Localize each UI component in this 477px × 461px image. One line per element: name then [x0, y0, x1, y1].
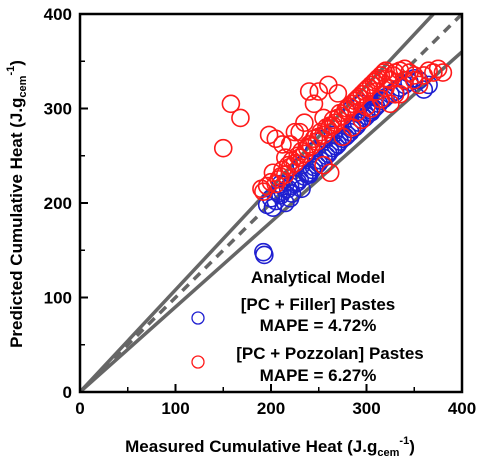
x-axis-label: Measured Cumulative Heat (J.gcem-1)	[125, 435, 415, 459]
data-point	[347, 102, 367, 122]
data-point	[311, 122, 330, 142]
data-point	[292, 155, 311, 175]
data-point	[301, 137, 321, 156]
legend-series-1-stat: MAPE = 4.72%	[260, 316, 377, 335]
data-point	[361, 102, 381, 122]
data-point	[290, 148, 309, 167]
data-point	[276, 148, 295, 167]
data-point	[328, 84, 348, 103]
legend-series-2-name: [PC + Pozzolan] Pastes	[236, 344, 424, 363]
x-tick-label: 400	[448, 399, 476, 418]
data-point	[309, 82, 329, 101]
data-point	[433, 63, 453, 82]
data-point	[361, 75, 381, 95]
series-1	[213, 59, 453, 201]
data-point	[269, 170, 288, 189]
y-tick-label: 400	[44, 5, 72, 24]
data-point	[368, 68, 388, 88]
data-point	[336, 101, 355, 120]
data-point	[352, 85, 372, 104]
data-point	[323, 138, 343, 158]
data-point	[409, 70, 429, 90]
data-point	[347, 89, 367, 109]
data-point	[280, 188, 300, 208]
data-point	[395, 75, 415, 95]
data-point	[366, 82, 386, 101]
data-point	[273, 135, 292, 154]
data-point	[231, 108, 250, 128]
data-point	[255, 245, 274, 265]
data-point	[385, 85, 405, 104]
y-tick-label: 100	[44, 289, 72, 308]
x-tick-label: 100	[161, 399, 189, 418]
reference-line-0	[80, 14, 462, 392]
data-point	[404, 70, 424, 90]
legend-marker-filler	[191, 311, 205, 325]
data-point	[342, 99, 362, 118]
data-point	[376, 78, 395, 98]
data-point	[357, 97, 376, 116]
data-point	[285, 154, 305, 173]
data-point	[414, 80, 434, 99]
data-point	[314, 148, 333, 167]
data-point	[213, 138, 233, 158]
data-point	[320, 163, 340, 183]
data-point	[338, 99, 357, 118]
data-point	[395, 70, 415, 90]
data-point	[221, 94, 241, 114]
reference-line-2	[80, 50, 462, 392]
data-point	[276, 193, 295, 213]
x-tick-label: 0	[75, 399, 84, 418]
data-point	[314, 108, 333, 128]
y-tick-label: 300	[44, 100, 72, 119]
legend-marker-pozzolan	[191, 355, 205, 369]
reference-lines	[80, 14, 462, 392]
data-point	[273, 160, 292, 180]
y-tick-label: 200	[44, 194, 72, 213]
legend-series-2-stat: MAPE = 6.27%	[260, 366, 377, 385]
data-point	[355, 82, 374, 101]
data-point	[299, 82, 319, 101]
data-point	[409, 75, 429, 95]
data-point	[295, 113, 314, 132]
data-point	[304, 94, 324, 114]
data-point	[349, 87, 369, 107]
data-point	[419, 75, 438, 95]
data-point	[424, 63, 443, 82]
data-point	[323, 116, 343, 135]
y-axis-label: Predicted Cumulative Heat (J.gcem-1)	[5, 60, 29, 348]
data-point	[285, 122, 305, 142]
data-point	[299, 135, 319, 154]
x-tick-label: 200	[257, 399, 285, 418]
legend: Analytical Model [PC + Filler] Pastes MA…	[191, 268, 424, 385]
data-point	[395, 59, 415, 79]
data-point	[297, 138, 317, 158]
data-point	[404, 66, 424, 85]
data-point	[366, 70, 386, 90]
y-tick-label: 0	[63, 383, 72, 402]
x-tick-label: 300	[352, 399, 380, 418]
data-point	[299, 165, 319, 184]
data-point	[290, 122, 309, 142]
data-point	[333, 127, 352, 147]
data-point	[345, 91, 365, 111]
data-point	[428, 59, 448, 79]
axis-ticks: 0 100 200 300 400 0 100 200 300 400	[44, 5, 477, 418]
data-points	[213, 59, 453, 265]
data-point	[257, 176, 277, 196]
data-point	[266, 129, 286, 149]
legend-series-1-name: [PC + Filler] Pastes	[241, 295, 395, 314]
legend-title: Analytical Model	[251, 268, 385, 287]
